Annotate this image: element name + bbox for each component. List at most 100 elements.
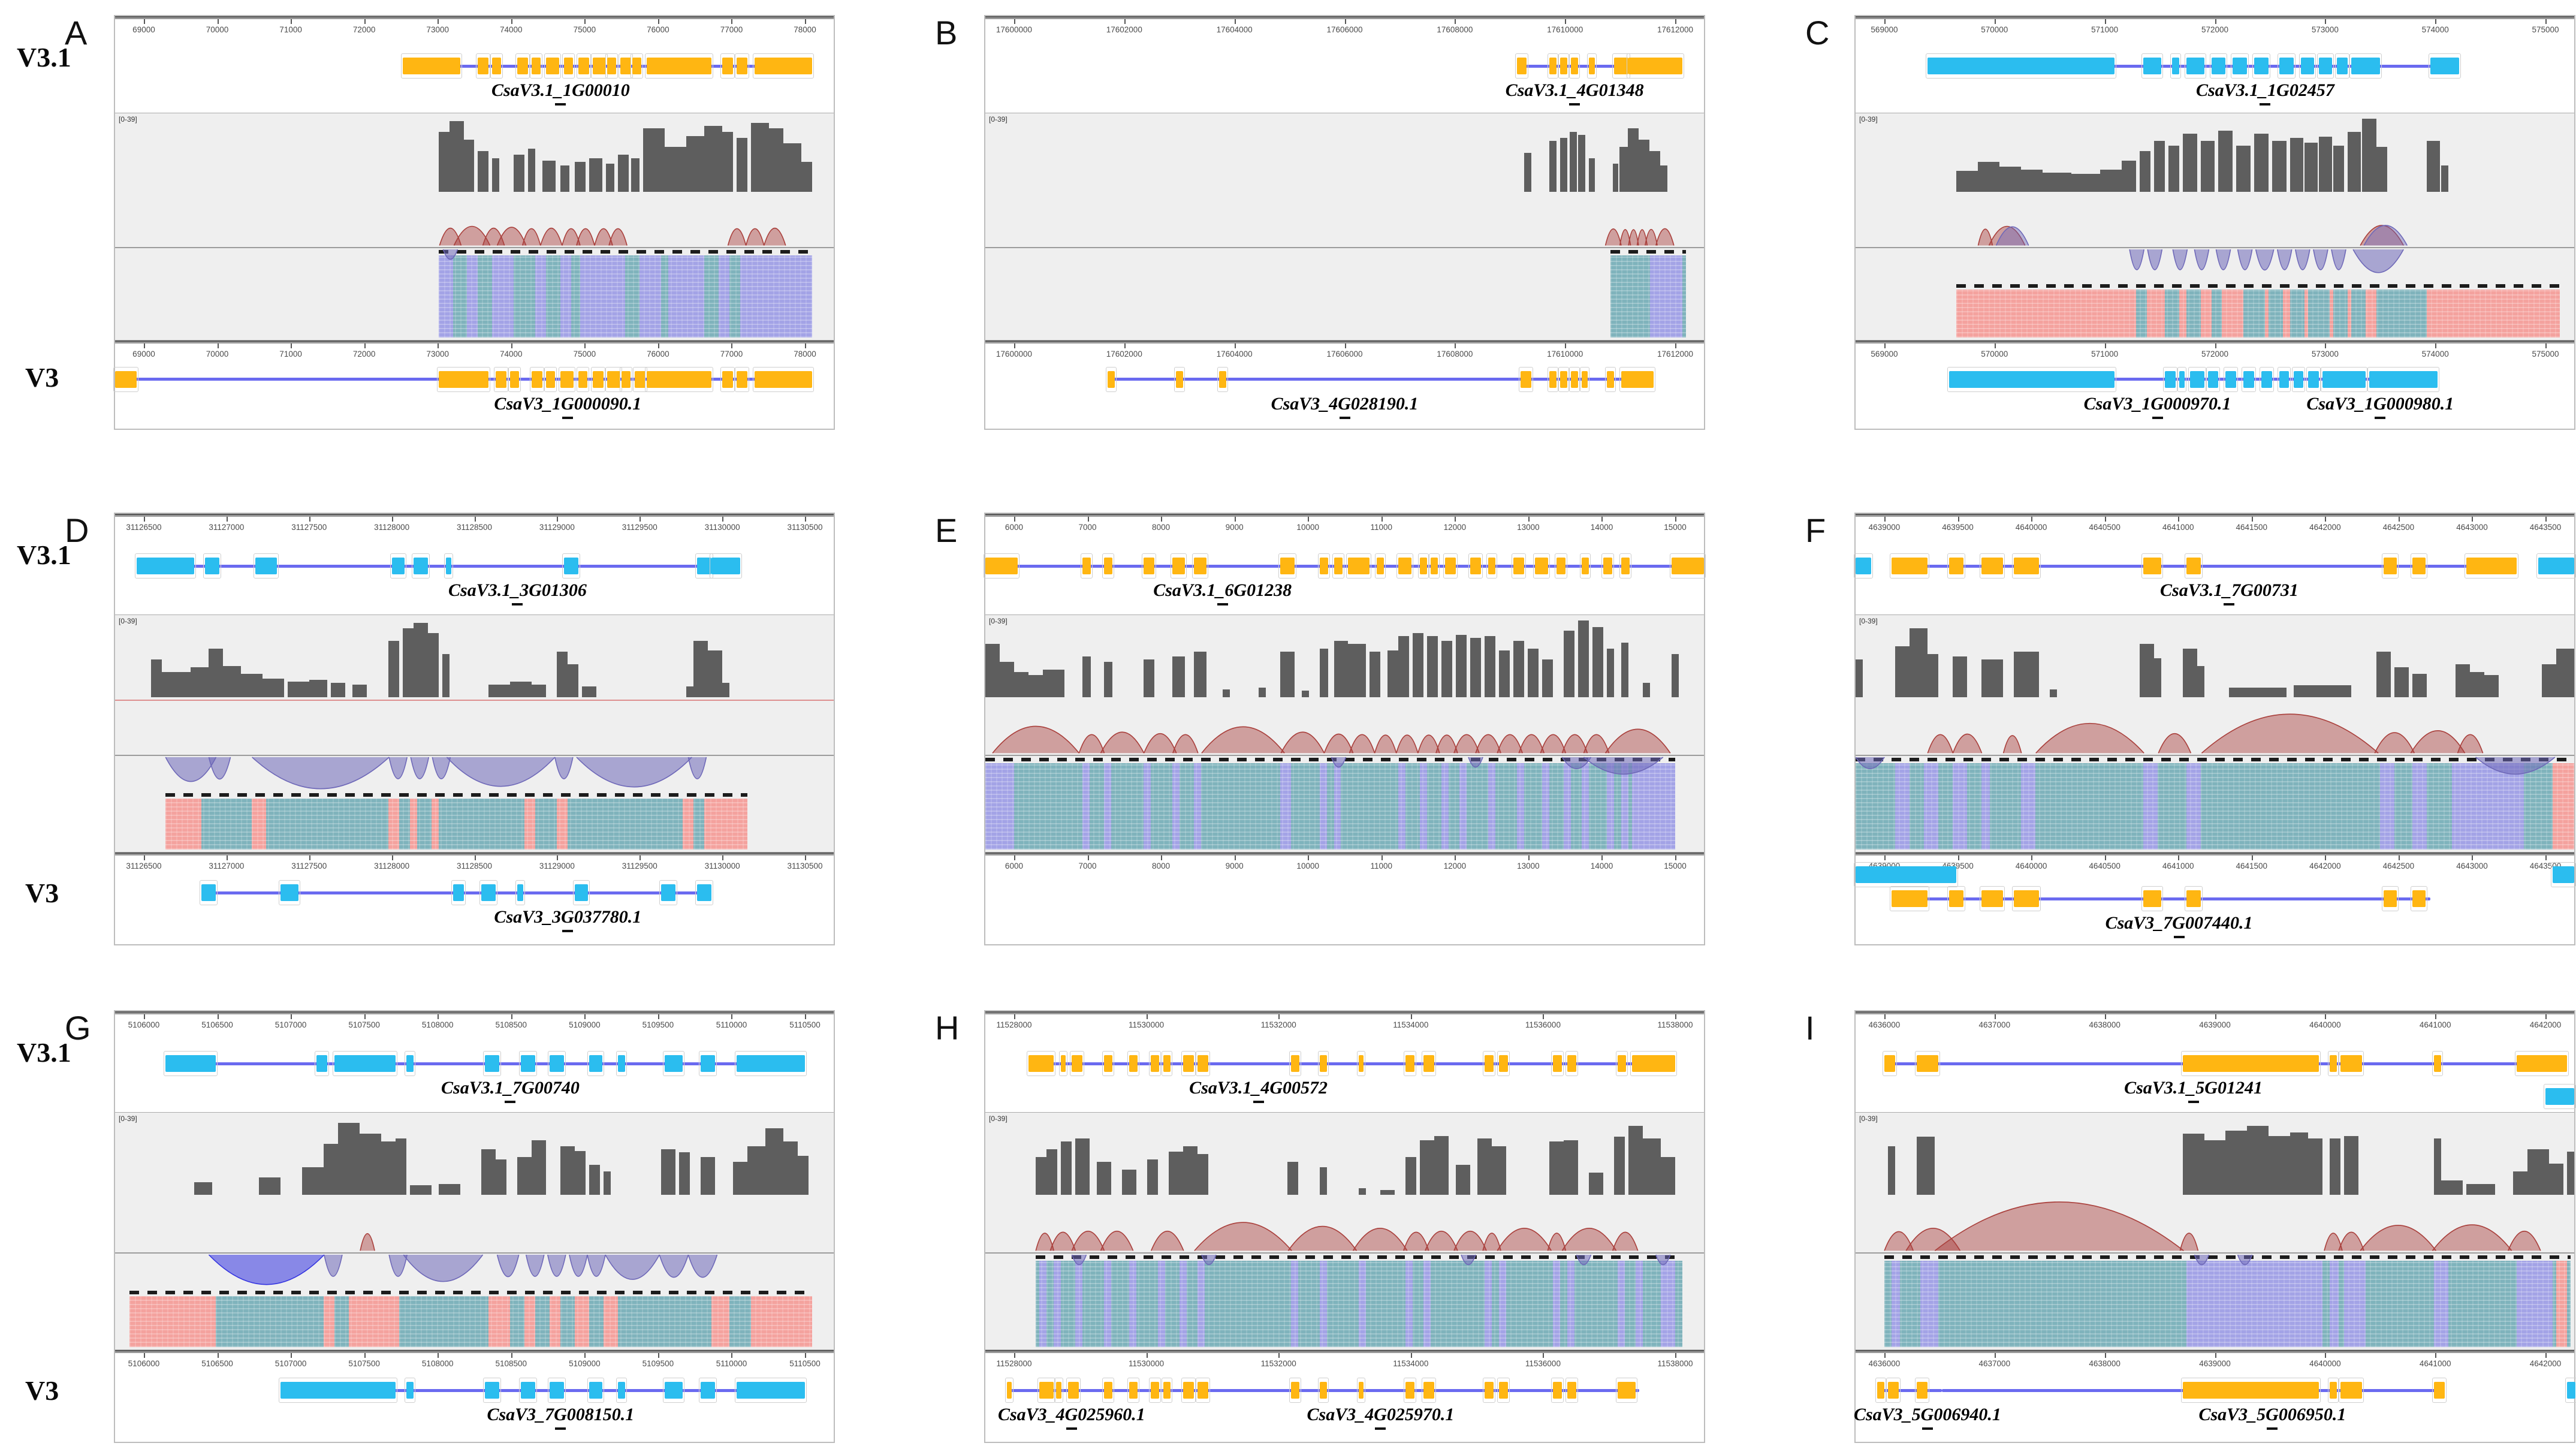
ruler-tick [474, 855, 476, 860]
ruler-tick-label: 4641000 [2162, 523, 2194, 532]
gene-strand-mark [562, 416, 574, 419]
gene-label: CsaV3_4G028190.1 [1271, 393, 1419, 414]
coverage-bar [2376, 147, 2388, 192]
coverage-bar [1398, 636, 1410, 697]
exon-block [1571, 58, 1579, 75]
exon-outline [1181, 1051, 1196, 1077]
ruler-tick-label: 570000 [1981, 350, 2008, 359]
exon-block [755, 58, 813, 75]
gene-strand-mark [2188, 1101, 2199, 1104]
coverage-bar [287, 681, 309, 697]
ruler-tick-label: 4641000 [2419, 1020, 2451, 1029]
exon-outline [548, 1051, 566, 1077]
exon-block [737, 1382, 806, 1399]
read-band [1179, 1261, 1187, 1347]
coverage-bar [1614, 1137, 1625, 1195]
exon-outline [2206, 366, 2221, 392]
ruler-tick [438, 344, 439, 349]
exon-block [2351, 58, 2381, 75]
exon-outline [1627, 53, 1685, 79]
coverage-bar [618, 154, 629, 192]
ruler-tick [1087, 517, 1089, 522]
ruler-tick [557, 855, 559, 860]
exon-block [1981, 558, 2003, 575]
ruler-tick [226, 855, 228, 860]
ruler-tick-label: 31130000 [704, 861, 740, 870]
ruler-tick-label: 570000 [1981, 25, 2008, 34]
exon-outline [720, 366, 735, 392]
exon-outline [1181, 1378, 1196, 1403]
exon-outline [411, 553, 430, 579]
exon-outline [2328, 1051, 2339, 1077]
coverage-bar [2362, 119, 2377, 192]
ruler-tick-label: 17600000 [996, 25, 1032, 34]
coverage-bar [2229, 688, 2287, 697]
exon-outline [1357, 1378, 1365, 1403]
ruler-tick-label: 11536000 [1525, 1020, 1561, 1029]
exon-outline [479, 880, 498, 906]
ruler-tick-label: 77000 [720, 25, 743, 34]
exon-outline [577, 366, 589, 392]
ruler-tick-label: 31129500 [622, 861, 657, 870]
read-band [1517, 763, 1525, 849]
coverage-bar [2200, 141, 2215, 192]
ruler-tick [143, 855, 145, 860]
panel-letter-E: E [935, 511, 958, 549]
ruler-tick-label: 11532000 [1260, 1358, 1296, 1368]
gene-label: CsaV3_7G007440.1 [2105, 913, 2253, 933]
coverage-bar [582, 686, 597, 697]
ruler-tick [226, 517, 228, 522]
gene-strand-mark [555, 1427, 566, 1430]
exon-block [1103, 1055, 1113, 1073]
ruler-tick-label: 13000 [1517, 861, 1540, 870]
exon-block [607, 370, 620, 388]
coverage-bar [2269, 1136, 2291, 1195]
coverage-bar [679, 1152, 690, 1195]
coverage-bar [751, 123, 770, 192]
exon-outline [1404, 1051, 1416, 1077]
exon-block [1055, 1382, 1062, 1399]
exon-outline [1289, 1051, 1301, 1077]
gene-intron-line [165, 1062, 806, 1065]
alignment-track-bg [985, 112, 1704, 341]
coverage-bar [1082, 656, 1091, 697]
read-band [1891, 1261, 1901, 1347]
coverage-bar [1370, 652, 1381, 697]
exon-block [1553, 1382, 1562, 1399]
ruler-tick-label: 4640000 [2309, 1020, 2341, 1029]
exon-outline [1105, 366, 1117, 392]
ruler-tick [1344, 19, 1346, 24]
gene-strand-mark [512, 603, 523, 606]
coverage-bar [1549, 141, 1557, 192]
exon-block [2013, 558, 2039, 575]
ruler-tick [2325, 1352, 2327, 1358]
exon-block [2207, 370, 2219, 388]
ruler-tick [1455, 517, 1456, 522]
exon-outline [1947, 553, 1965, 579]
exon-block [1197, 1382, 1208, 1399]
gene-strand-mark [1066, 1427, 1077, 1430]
panel-letter-I: I [1805, 1009, 1815, 1047]
ruler-tick [657, 19, 659, 24]
exon-block [1405, 1382, 1414, 1399]
coverage-bar [478, 150, 489, 192]
exon-outline [1882, 1051, 1897, 1077]
exon-block [1557, 558, 1565, 575]
gene-label: CsaV3_3G037780.1 [494, 907, 642, 927]
read-band [1488, 763, 1496, 849]
ruler-tick [1994, 1352, 1996, 1358]
exon-block [1916, 1055, 1938, 1073]
exon-block [1582, 370, 1588, 388]
exon-outline [1396, 553, 1413, 579]
read-band [1359, 1261, 1367, 1347]
coverage-bar [532, 685, 547, 697]
ruler-tick [2545, 517, 2547, 522]
ruler-tick [217, 1014, 219, 1019]
coverage-bar [801, 162, 813, 192]
ruler-tick-label: 31126500 [126, 861, 162, 870]
exon-block [589, 1382, 602, 1399]
panel-B: 17600000 17602000 17604000 17606000 17608000… [984, 15, 1705, 430]
exon-block [665, 1055, 683, 1073]
coverage-bar [1143, 659, 1154, 697]
exon-block [280, 1382, 396, 1399]
